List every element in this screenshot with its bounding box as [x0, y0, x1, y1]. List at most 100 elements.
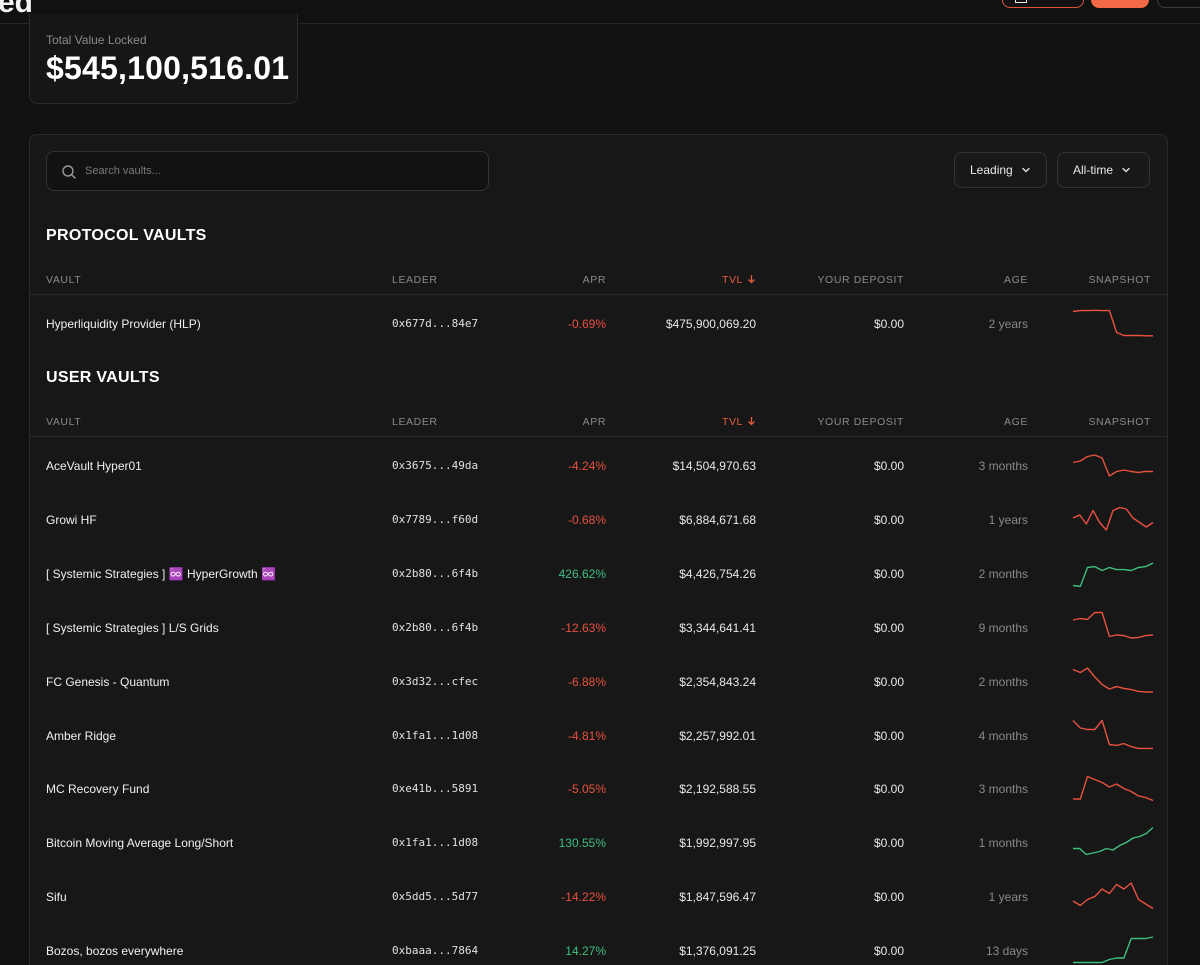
search-icon	[62, 165, 76, 179]
col-tvl[interactable]: TVL	[722, 416, 756, 428]
col-deposit[interactable]: YOUR DEPOSIT	[817, 274, 904, 286]
protocol-vaults-title: PROTOCOL VAULTS	[46, 227, 207, 244]
leader-address[interactable]: 0x2b80...6f4b	[392, 620, 479, 634]
tvl-value: $3,344,641.41	[679, 620, 756, 635]
leader-address[interactable]: 0x1fa1...1d08	[392, 836, 479, 850]
leader-address[interactable]: 0x3d32...cfec	[392, 674, 479, 688]
table-row[interactable]: Hyperliquidity Provider (HLP) 0x677d...84…	[30, 296, 1167, 350]
col-leader[interactable]: LEADER	[392, 274, 438, 286]
tvl-value: $2,257,992.01	[679, 728, 756, 743]
table-row[interactable]: [ Systemic Strategies ] L/S Grids 0x2b80.…	[30, 600, 1167, 654]
deposit-value: $0.00	[873, 317, 904, 331]
table-row[interactable]: [ Systemic Strategies ] ♾️ HyperGrowth ♾…	[30, 546, 1167, 600]
col-vault[interactable]: VAULT	[46, 274, 82, 286]
user-table-header: VAULT LEADER APR TVL YOUR DEPOSIT AGE SN…	[30, 407, 1167, 437]
apr-value: 14.27%	[565, 944, 606, 959]
top-outline-button[interactable]	[1002, 0, 1084, 8]
table-row[interactable]: AceVault Hyper01 0x3675...49da -4.24% $14,5…	[30, 438, 1167, 492]
col-age[interactable]: AGE	[1004, 416, 1028, 428]
search-input[interactable]	[85, 152, 480, 190]
vault-name: Sifu	[46, 890, 67, 905]
tvl-value: $14,504,970.63	[672, 459, 756, 473]
wallet-icon	[1015, 0, 1027, 3]
col-leader[interactable]: LEADER	[392, 416, 438, 428]
tvl-value: $1,376,091.25	[679, 944, 756, 959]
age-value: 4 months	[978, 728, 1028, 743]
apr-value: -14.22%	[561, 890, 606, 905]
vault-name: [ Systemic Strategies ] L/S Grids	[46, 620, 219, 635]
tvl-value: $2,354,843.24	[679, 674, 756, 689]
app-logo[interactable]: ed	[0, 0, 34, 19]
sparkline-path	[1072, 309, 1153, 337]
tvl-value: $4,426,754.26	[679, 566, 756, 581]
leader-address[interactable]: 0x2b80...6f4b	[392, 566, 479, 580]
table-row[interactable]: Bitcoin Moving Average Long/Short 0x1fa1.…	[30, 815, 1167, 869]
sparkline-path	[1072, 719, 1153, 749]
col-tvl-label: TVL	[721, 274, 743, 286]
deposit-value: $0.00	[873, 512, 904, 527]
snapshot-sparkline	[1072, 882, 1154, 910]
chevron-down-icon	[1122, 167, 1130, 173]
col-tvl-label: TVL	[721, 416, 743, 428]
tvl-value: $2,192,588.55	[679, 782, 756, 797]
top-secondary-button[interactable]	[1157, 0, 1200, 8]
deposit-value: $0.00	[873, 944, 904, 959]
apr-value: -4.81%	[567, 728, 606, 743]
vault-name: [ Systemic Strategies ] ♾️ HyperGrowth ♾…	[46, 566, 276, 581]
leader-address[interactable]: 0x5dd5...5d77	[392, 890, 479, 904]
age-value: 1 years	[988, 890, 1028, 905]
sparkline-path	[1073, 776, 1154, 802]
sort-desc-icon	[748, 275, 755, 284]
age-value: 9 months	[978, 620, 1028, 635]
age-value: 2 months	[978, 674, 1028, 689]
vault-name: Bozos, bozos everywhere	[46, 944, 184, 959]
col-vault[interactable]: VAULT	[46, 416, 82, 428]
leader-address[interactable]: 0xe41b...5891	[392, 782, 479, 796]
col-apr[interactable]: APR	[582, 274, 606, 286]
sparkline-path	[1072, 666, 1153, 693]
table-row[interactable]: Sifu 0x5dd5...5d77 -14.22% $1,847,596.47 $0.…	[30, 869, 1167, 923]
table-row[interactable]: MC Recovery Fund 0xe41b...5891 -5.05% $2,19…	[30, 761, 1167, 815]
sparkline-path	[1072, 562, 1154, 587]
tvl-value: $1,992,997.95	[679, 836, 756, 851]
apr-value: -12.63%	[561, 620, 606, 635]
snapshot-sparkline	[1073, 936, 1154, 964]
age-value: 2 years	[988, 317, 1028, 331]
top-primary-button[interactable]	[1091, 0, 1149, 8]
table-row[interactable]: Amber Ridge 0x1fa1...1d08 -4.81% $2,257,992…	[30, 708, 1167, 762]
apr-value: -5.05%	[567, 782, 606, 797]
leader-filter-dropdown[interactable]: Leading	[954, 152, 1047, 188]
table-row[interactable]: Growi HF 0x7789...f60d -0.68% $6,884,671.68…	[30, 492, 1167, 546]
user-vaults-title: USER VAULTS	[46, 369, 160, 386]
col-apr[interactable]: APR	[582, 416, 606, 428]
apr-value: 426.62%	[558, 566, 606, 581]
table-row[interactable]: FC Genesis - Quantum 0x3d32...cfec -6.88% $…	[30, 654, 1167, 708]
table-row[interactable]: Bozos, bozos everywhere 0xbaaa...7864 14.2…	[30, 923, 1167, 965]
apr-value: -6.88%	[567, 674, 606, 689]
leader-address[interactable]: 0x677d...84e7	[392, 317, 479, 330]
leader-address[interactable]: 0x3675...49da	[392, 459, 479, 472]
leader-address[interactable]: 0x1fa1...1d08	[392, 728, 479, 742]
leader-address[interactable]: 0x7789...f60d	[392, 512, 479, 526]
snapshot-sparkline	[1072, 562, 1154, 587]
deposit-value: $0.00	[873, 674, 904, 689]
col-snapshot: SNAPSHOT	[1088, 274, 1151, 286]
chevron-down-icon	[1022, 167, 1030, 173]
tvl-value: $1,847,596.47	[679, 890, 756, 905]
tvl-value: $475,900,069.20	[665, 317, 756, 331]
snapshot-sparkline	[1073, 776, 1154, 802]
col-tvl[interactable]: TVL	[722, 274, 756, 286]
age-value: 3 months	[978, 782, 1028, 797]
snapshot-sparkline	[1072, 454, 1153, 477]
col-age[interactable]: AGE	[1004, 274, 1028, 286]
age-value: 3 months	[978, 459, 1028, 473]
period-filter-dropdown[interactable]: All-time	[1057, 152, 1150, 188]
deposit-value: $0.00	[873, 728, 904, 743]
apr-value: 130.55%	[558, 836, 606, 851]
deposit-value: $0.00	[873, 836, 904, 851]
leader-address[interactable]: 0xbaaa...7864	[392, 944, 479, 958]
col-deposit[interactable]: YOUR DEPOSIT	[817, 416, 904, 428]
sort-desc-icon	[748, 417, 755, 426]
vault-name: Amber Ridge	[46, 728, 117, 743]
search-box[interactable]	[46, 151, 489, 191]
